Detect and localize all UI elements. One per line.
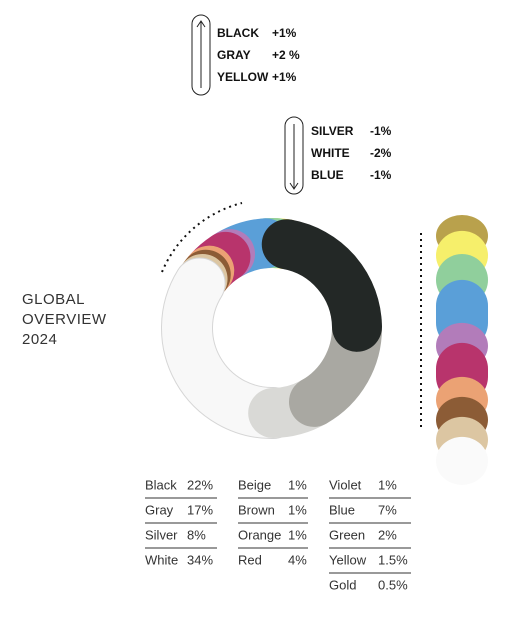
up-arrow [196, 20, 206, 88]
color-name: Blue [329, 502, 355, 517]
change-value: +2 % [272, 48, 300, 62]
change-name: GRAY [217, 48, 251, 62]
change-value: -1% [370, 124, 392, 138]
color-share: 1.5% [378, 552, 408, 567]
color-name: Orange [238, 527, 281, 542]
changes: BLACK +1%GRAY +2 %YELLOW +1%SILVER -1%WHITE -… [217, 26, 392, 182]
color-name: Brown [238, 502, 275, 517]
up-box [191, 14, 211, 96]
change-value: +1% [272, 26, 297, 40]
color-share: 2% [378, 527, 397, 542]
change-value: -1% [370, 168, 392, 182]
color-name: White [145, 552, 178, 567]
color-share: 1% [378, 477, 397, 492]
donut [161, 218, 382, 439]
change-name: YELLOW [217, 70, 269, 84]
color-share: 8% [187, 527, 206, 542]
color-name: Silver [145, 527, 178, 542]
change-value: -2% [370, 146, 392, 160]
segment [162, 258, 299, 438]
color-share: 1% [288, 527, 307, 542]
table: Black 22% Gray 17% Silver 8% White 34% Beige 1% Br… [145, 477, 411, 592]
color-name: Green [329, 527, 365, 542]
down-box [284, 116, 304, 195]
color-share: 1% [288, 477, 307, 492]
chart-title: GLOBAL OVERVIEW 2024 [22, 291, 107, 348]
change-name: SILVER [311, 124, 354, 138]
color-name: Red [238, 552, 262, 567]
color-share: 17% [187, 502, 213, 517]
color-name: Beige [238, 477, 271, 492]
down-arrow [289, 124, 299, 190]
segment [261, 219, 382, 352]
dotted-arc [161, 202, 243, 273]
color-share: 4% [288, 552, 307, 567]
change-name: WHITE [311, 146, 350, 160]
color-share: 34% [187, 552, 213, 567]
color-share: 1% [288, 502, 307, 517]
color-share: 0.5% [378, 577, 408, 592]
color-share: 7% [378, 502, 397, 517]
color-strip [436, 215, 488, 485]
change-name: BLACK [217, 26, 259, 40]
color-name: Gray [145, 502, 174, 517]
color-name: Gold [329, 577, 356, 592]
color-name: Violet [329, 477, 362, 492]
color-name: Black [145, 477, 177, 492]
strip-cap [436, 436, 488, 485]
color-name: Yellow [329, 552, 367, 567]
change-name: BLUE [311, 168, 344, 182]
color-share: 22% [187, 477, 213, 492]
change-value: +1% [272, 70, 297, 84]
